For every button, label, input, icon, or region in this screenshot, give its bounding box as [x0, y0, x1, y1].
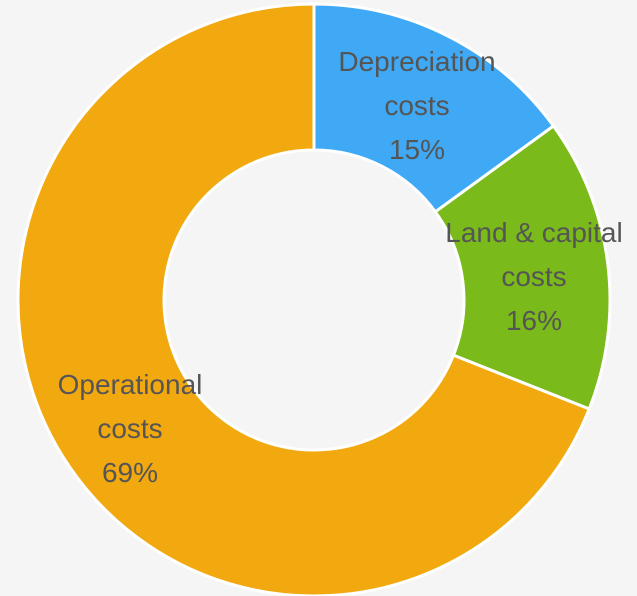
- value-label: 15%: [388, 134, 446, 165]
- segment-label: Land & capital costs 16%: [434, 211, 634, 343]
- category-name: Depreciation costs: [338, 46, 496, 121]
- segment-label: Operational costs 69%: [43, 363, 218, 495]
- value-label: 69%: [101, 457, 159, 488]
- value-label: 16%: [505, 305, 563, 336]
- donut-segment: [433, 123, 612, 411]
- category-name: Operational costs: [57, 369, 203, 444]
- segment-label: Depreciation costs 15%: [325, 40, 510, 172]
- donut-segment: [312, 2, 556, 214]
- category-name: Land & capital costs: [445, 217, 623, 292]
